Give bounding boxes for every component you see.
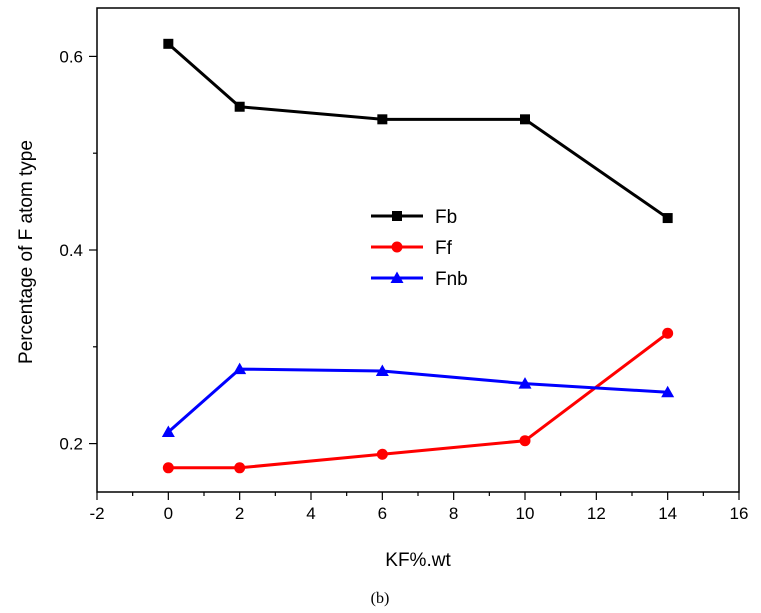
legend-marker	[391, 241, 403, 253]
legend: Fb Ff Fnb	[371, 207, 468, 290]
x-axis-title: KF%.wt	[385, 550, 451, 571]
data-point	[518, 377, 532, 389]
y-tick-label: 0.4	[59, 241, 83, 260]
x-tick-label: 10	[516, 504, 535, 523]
data-point	[234, 462, 246, 474]
data-point	[376, 448, 388, 460]
series-line	[167, 367, 668, 434]
data-point	[519, 435, 531, 447]
plot-frame	[96, 7, 740, 493]
legend-label: Fb	[435, 207, 457, 228]
y-tick-label: 0.2	[59, 435, 83, 454]
x-tick-label: 0	[164, 504, 173, 523]
series-line	[167, 42, 669, 220]
data-point	[662, 213, 673, 224]
x-tick-label: -2	[89, 504, 104, 523]
data-point	[661, 385, 675, 398]
x-tick-label: 14	[658, 504, 677, 523]
y-axis-title: Percentage of F atom type	[16, 140, 37, 364]
x-tick-label: 12	[587, 504, 606, 523]
x-tick-label: 2	[235, 504, 244, 523]
series-line	[168, 332, 669, 470]
data-point	[377, 114, 388, 125]
x-tick-label: 16	[730, 504, 749, 523]
data-point	[662, 327, 674, 339]
data-point	[163, 38, 174, 49]
x-tick-label: 4	[306, 504, 315, 523]
series-fnb	[161, 362, 675, 437]
data-point	[162, 462, 174, 474]
legend-label: Ff	[435, 238, 453, 259]
data-point	[375, 364, 389, 376]
legend-marker	[390, 271, 404, 283]
axes: -2 0 2 4 6 8 10 12 14 16 0.2 0.4 0.6	[59, 47, 748, 523]
legend-label: Fnb	[435, 269, 468, 290]
legend-entry-fnb: Fnb	[371, 269, 468, 290]
data-point	[234, 101, 245, 112]
legend-entry-fb: Fb	[371, 207, 457, 228]
data-point	[161, 425, 175, 437]
data-point	[520, 114, 530, 125]
x-tick-label: 6	[378, 504, 387, 523]
y-tick-label: 0.6	[59, 47, 83, 66]
legend-entry-ff: Ff	[371, 238, 453, 259]
series-ff	[162, 327, 674, 474]
series-layer	[161, 38, 675, 474]
figure-caption: (b)	[371, 590, 390, 607]
legend-marker	[392, 211, 402, 221]
data-point	[233, 362, 247, 375]
series-fb	[163, 38, 673, 224]
x-tick-label: 8	[449, 504, 458, 523]
